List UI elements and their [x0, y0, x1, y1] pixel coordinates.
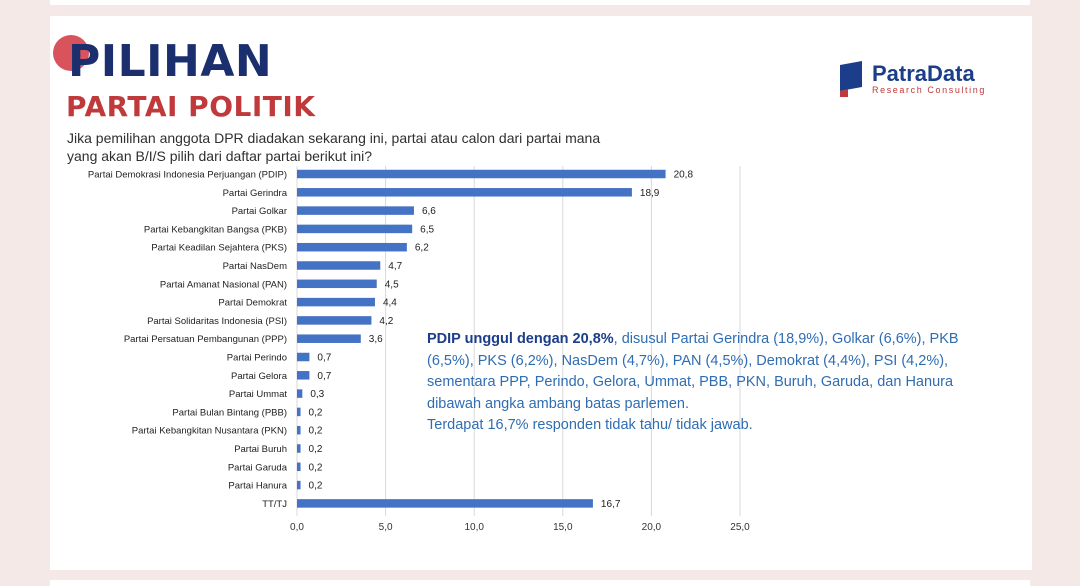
- bar: [297, 352, 310, 362]
- value-label: 0,7: [317, 371, 331, 382]
- bar: [297, 261, 381, 270]
- value-label: 16,7: [601, 499, 621, 510]
- category-label: Partai Kebangkitan Nusantara (PKN): [132, 426, 287, 437]
- category-label: Partai Gerindra: [223, 188, 288, 199]
- bar: [297, 389, 303, 398]
- value-label: 0,2: [309, 407, 323, 418]
- bar-chart: 0,0 5,0 10,0 15,0 20,0 25,0 Partai Demokrasi I…: [88, 166, 750, 533]
- slide: PILIHAN PARTAI POLITIK Jika pemilihan an…: [50, 16, 1032, 570]
- category-label: Partai Demokrat: [218, 298, 287, 309]
- title-line-2: PARTAI POLITIK: [66, 90, 316, 123]
- value-label: 4,7: [388, 261, 402, 272]
- value-label: 6,6: [422, 206, 436, 217]
- value-label: 0,2: [309, 462, 323, 473]
- value-label: 4,5: [385, 279, 399, 290]
- bar: [297, 499, 593, 508]
- callout-text: , disusul Partai Gerindra (18,9%), Golka…: [427, 331, 959, 412]
- logo-tagline: Research Consulting: [872, 85, 986, 95]
- bar: [297, 462, 301, 472]
- value-label: 0,7: [317, 353, 331, 364]
- category-label: Partai Persatuan Pembangunan (PPP): [124, 334, 287, 345]
- value-label: 4,4: [383, 298, 397, 309]
- value-label: 6,5: [420, 224, 434, 235]
- value-label: 0,2: [309, 481, 323, 492]
- bar: [297, 480, 301, 490]
- x-tick-label: 15,0: [553, 522, 573, 533]
- patradata-logo-icon: [840, 61, 862, 97]
- category-label: Partai Perindo: [227, 353, 287, 364]
- category-label: Partai Ummat: [229, 389, 287, 400]
- bar: [297, 224, 413, 234]
- category-label: Partai Keadilan Sejahtera (PKS): [151, 243, 287, 254]
- callout-highlight: PDIP unggul dengan 20,8%: [427, 331, 614, 347]
- bar: [297, 425, 301, 435]
- category-label: Partai Garuda: [228, 462, 288, 473]
- x-tick-label: 5,0: [379, 522, 393, 533]
- bar: [297, 316, 372, 325]
- category-label: TT/TJ: [262, 499, 287, 510]
- category-label: Partai Golkar: [232, 206, 287, 217]
- bar: [297, 407, 301, 417]
- value-label: 20,8: [674, 170, 694, 181]
- x-tick-label: 25,0: [730, 522, 750, 533]
- category-label: Partai Buruh: [234, 444, 287, 455]
- category-label: Partai Kebangkitan Bangsa (PKB): [144, 224, 287, 235]
- category-label: Partai Solidaritas Indonesia (PSI): [147, 316, 287, 327]
- patradata-logo: PatraData Research Consulting: [840, 61, 1000, 101]
- value-label: 0,2: [309, 444, 323, 455]
- bar: [297, 206, 414, 215]
- callout-note: Terdapat 16,7% responden tidak tahu/ tid…: [427, 417, 753, 433]
- category-label: Partai Demokrasi Indonesia Perjuangan (P…: [88, 170, 287, 181]
- value-label: 18,9: [640, 188, 660, 199]
- decorative-dot: [53, 35, 89, 71]
- category-label: Partai Gelora: [231, 371, 288, 382]
- category-label: Partai Bulan Bintang (PBB): [172, 407, 287, 418]
- bar: [297, 444, 301, 453]
- bar: [297, 371, 310, 380]
- title-line-1: PILIHAN: [68, 36, 273, 87]
- value-label: 4,2: [379, 316, 393, 327]
- category-label: Partai NasDem: [223, 261, 287, 272]
- bottom-strip: [50, 580, 1030, 586]
- value-label: 6,2: [415, 243, 429, 254]
- value-label: 0,2: [309, 426, 323, 437]
- category-label: Partai Hanura: [228, 481, 287, 492]
- logo-name: PatraData: [872, 61, 975, 86]
- value-label: 3,6: [369, 334, 383, 345]
- x-tick-label: 20,0: [642, 522, 662, 533]
- top-strip: [50, 0, 1030, 5]
- bar: [297, 334, 361, 343]
- bar: [297, 188, 632, 197]
- x-tick-label: 10,0: [464, 522, 484, 533]
- bar: [297, 169, 666, 179]
- value-label: 0,3: [310, 389, 324, 400]
- survey-question: Jika pemilihan anggota DPR diadakan seka…: [67, 130, 601, 164]
- x-tick-label: 0,0: [290, 522, 304, 533]
- bar: [297, 279, 377, 289]
- category-label: Partai Amanat Nasional (PAN): [160, 279, 287, 290]
- bar: [297, 297, 375, 307]
- bar: [297, 242, 407, 252]
- summary-callout: PDIP unggul dengan 20,8%, disusul Partai…: [427, 329, 1007, 437]
